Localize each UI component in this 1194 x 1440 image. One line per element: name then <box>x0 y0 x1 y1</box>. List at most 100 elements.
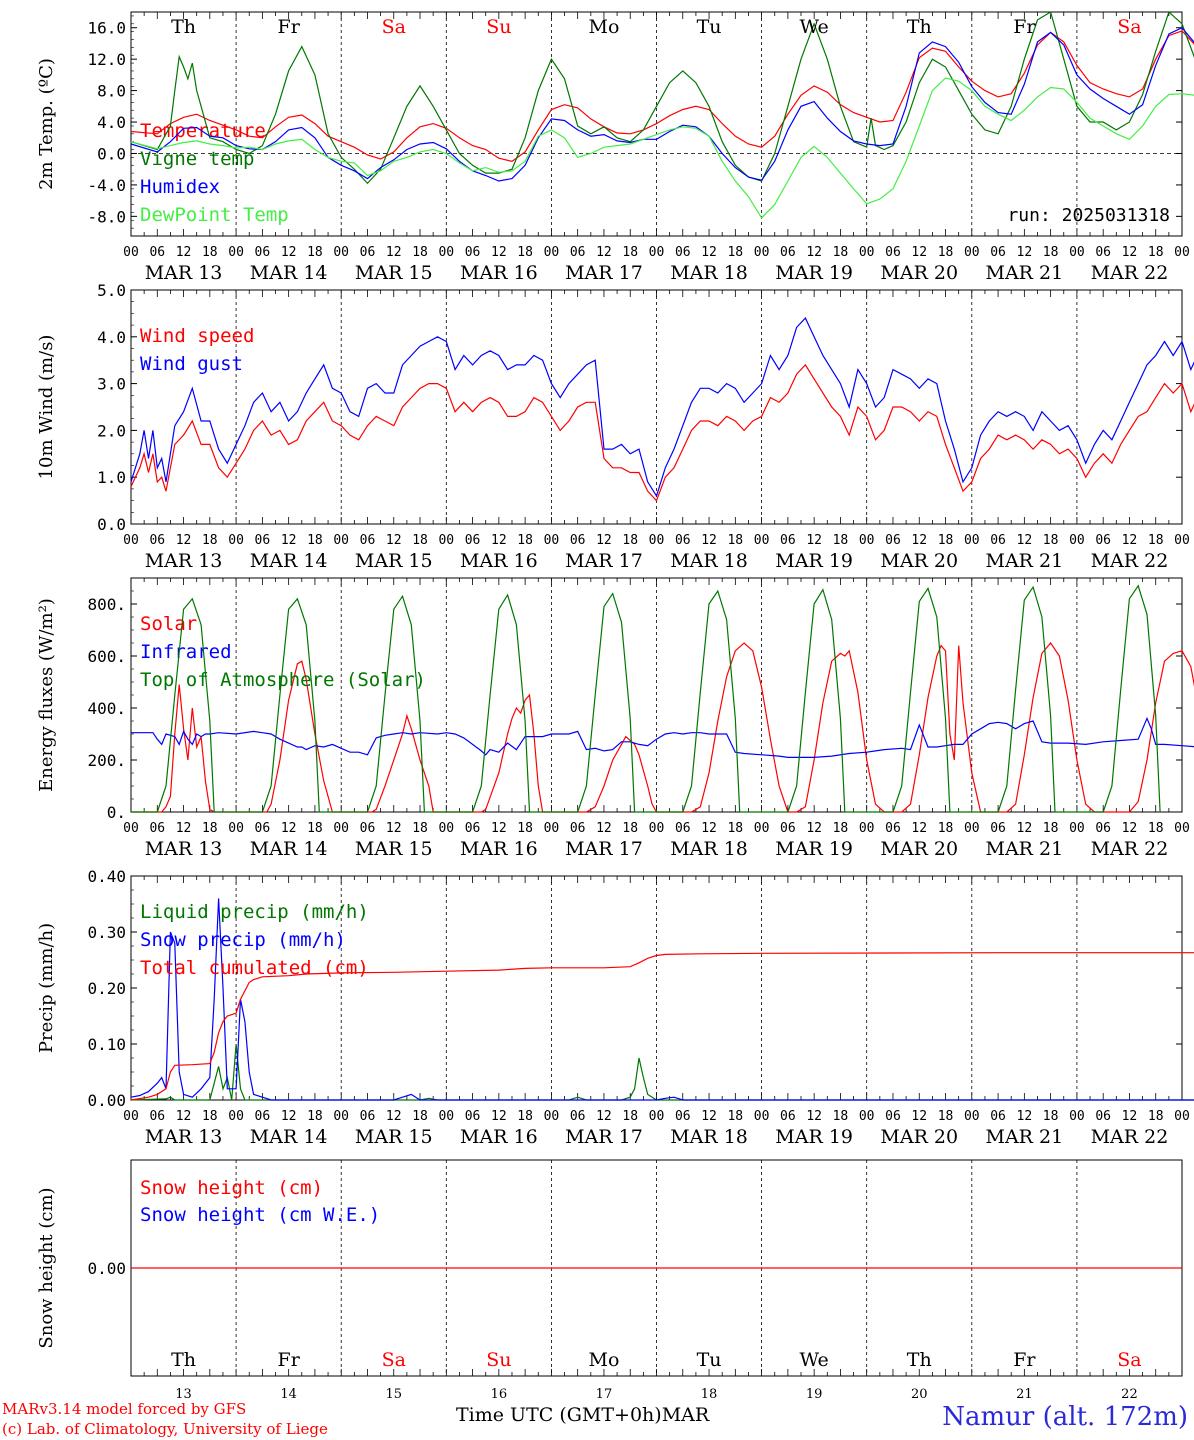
hour-label: 18 <box>1043 533 1059 548</box>
y-axis-title: 2m Temp. (ºC) <box>36 58 57 190</box>
hour-label: 06 <box>465 1109 481 1124</box>
hour-label: 06 <box>360 245 376 260</box>
hour-label: 00 <box>859 821 875 836</box>
hour-label: 12 <box>701 533 717 548</box>
hour-label: 06 <box>360 1109 376 1124</box>
hour-label: 00 <box>1069 1109 1085 1124</box>
hour-label: 00 <box>754 1109 770 1124</box>
hour-label: 12 <box>281 245 297 260</box>
hour-label: 12 <box>701 1109 717 1124</box>
hour-label: 00 <box>964 821 980 836</box>
hour-label: 06 <box>149 245 165 260</box>
date-label: MAR 18 <box>670 550 748 572</box>
date-label: MAR 21 <box>985 550 1063 572</box>
hour-label: 12 <box>281 533 297 548</box>
hour-label: 12 <box>701 821 717 836</box>
hour-label: 18 <box>727 533 743 548</box>
hour-label: 06 <box>675 533 691 548</box>
date-label: MAR 14 <box>250 1126 328 1148</box>
hour-label: 00 <box>754 533 770 548</box>
hour-label: 06 <box>465 245 481 260</box>
hour-label: 18 <box>622 821 638 836</box>
series-line-wind-speed <box>130 363 1194 502</box>
date-label: MAR 20 <box>880 838 958 860</box>
hour-label: 18 <box>938 1109 954 1124</box>
hour-label: 00 <box>964 1109 980 1124</box>
day-name-top: We <box>800 16 829 38</box>
hour-label: 00 <box>438 533 454 548</box>
hour-label: 12 <box>911 245 927 260</box>
hour-label: 12 <box>1122 533 1138 548</box>
hour-label: 00 <box>1174 821 1190 836</box>
hour-label: 18 <box>727 821 743 836</box>
date-label: MAR 15 <box>355 1126 433 1148</box>
hour-label: 00 <box>123 533 139 548</box>
hour-label: 12 <box>491 821 507 836</box>
y-axis-title: Energy fluxes (W/m²) <box>36 598 57 792</box>
day-name-top: Fr <box>278 16 301 38</box>
date-label: MAR 21 <box>985 262 1063 284</box>
hour-label: 06 <box>780 821 796 836</box>
day-name-top: Tu <box>697 16 722 38</box>
hour-label: 00 <box>1069 245 1085 260</box>
date-label: MAR 14 <box>250 838 328 860</box>
date-label: MAR 17 <box>565 1126 643 1148</box>
run-annotation: run: 2025031318 <box>1007 205 1170 226</box>
hour-label: 00 <box>649 821 665 836</box>
hour-label: 18 <box>412 1109 428 1124</box>
hour-label: 06 <box>990 533 1006 548</box>
y-tick-label: 0.40 <box>87 867 126 886</box>
hour-label: 00 <box>964 245 980 260</box>
day-number: 17 <box>596 1387 613 1402</box>
hour-label: 12 <box>806 1109 822 1124</box>
legend-entry: Wind gust <box>140 353 243 375</box>
legend-entry: Humidex <box>140 176 220 198</box>
hour-label: 06 <box>570 1109 586 1124</box>
hour-label: 00 <box>228 245 244 260</box>
date-label: MAR 20 <box>880 262 958 284</box>
legend-entry: DewPoint Temp <box>140 204 289 226</box>
day-name-bottom: Sa <box>382 1349 406 1371</box>
hour-label: 12 <box>806 245 822 260</box>
hour-label: 00 <box>649 1109 665 1124</box>
hour-label: 06 <box>885 245 901 260</box>
hour-label: 18 <box>307 533 323 548</box>
hour-label: 06 <box>465 821 481 836</box>
hour-label: 00 <box>544 245 560 260</box>
hour-label: 00 <box>859 533 875 548</box>
hour-label: 12 <box>176 1109 192 1124</box>
panel-2: 0.0 1.0 2.0 3.0 4.0 5.0 10m Wind (m/s) Wind spe… <box>36 281 1194 572</box>
series-line-top-of-atmosphere-solar <box>131 584 1161 813</box>
day-name-top: Sa <box>382 16 406 38</box>
y-tick-label: 2.0 <box>97 421 126 440</box>
hour-label: 18 <box>202 245 218 260</box>
hour-label: 18 <box>833 245 849 260</box>
hour-label: 12 <box>806 821 822 836</box>
hour-label: 06 <box>885 821 901 836</box>
y-tick-label: 0.30 <box>87 923 126 942</box>
hour-label: 00 <box>333 245 349 260</box>
time-axis-title: Time UTC (GMT+0h)MAR <box>456 1404 709 1426</box>
hour-label: 18 <box>412 245 428 260</box>
date-label: MAR 15 <box>355 262 433 284</box>
day-number: 18 <box>701 1387 718 1402</box>
legend-entry: Solar <box>140 613 197 635</box>
date-label: MAR 16 <box>460 838 538 860</box>
series-line-vigne-temp <box>130 10 1194 185</box>
hour-label: 18 <box>202 1109 218 1124</box>
day-number: 14 <box>280 1387 297 1402</box>
hour-label: 06 <box>885 1109 901 1124</box>
hour-label: 00 <box>1069 821 1085 836</box>
hour-label: 06 <box>780 1109 796 1124</box>
hour-label: 12 <box>281 1109 297 1124</box>
hour-label: 00 <box>544 1109 560 1124</box>
hour-label: 06 <box>570 533 586 548</box>
hour-label: 06 <box>780 533 796 548</box>
y-axis-title: 10m Wind (m/s) <box>36 335 57 480</box>
hour-label: 06 <box>149 821 165 836</box>
date-label: MAR 14 <box>250 550 328 572</box>
y-axis-title: Snow height (cm) <box>36 1187 57 1348</box>
date-label: MAR 19 <box>775 262 853 284</box>
hour-label: 18 <box>307 1109 323 1124</box>
hour-label: 12 <box>911 821 927 836</box>
